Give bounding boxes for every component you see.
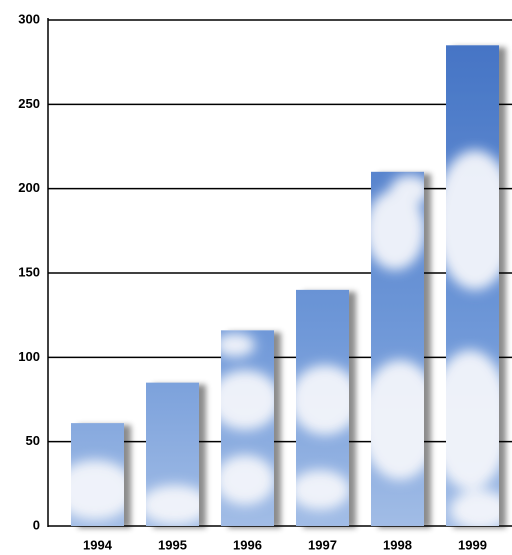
- bar: [371, 171, 424, 527]
- x-tick-label: 1995: [158, 537, 187, 552]
- x-tick-label: 1999: [458, 537, 487, 552]
- x-tick-label: 1994: [83, 537, 113, 552]
- grid: [48, 19, 512, 527]
- labels: 0 50 100 150 200 250 300 1994 1995 1996 1997 1998 19…: [18, 11, 487, 552]
- bar: [296, 289, 349, 526]
- bar: [71, 423, 124, 526]
- y-tick-label: 300: [18, 11, 40, 26]
- bars: [71, 45, 499, 527]
- y-tick-label: 0: [33, 517, 40, 532]
- y-tick-label: 150: [18, 264, 40, 279]
- x-tick-label: 1997: [308, 537, 337, 552]
- bar: [146, 382, 199, 526]
- y-tick-label: 200: [18, 180, 40, 195]
- y-tick-label: 100: [18, 349, 40, 364]
- x-tick-label: 1998: [383, 537, 412, 552]
- x-tick-label: 1996: [233, 537, 262, 552]
- bar: [446, 45, 499, 527]
- bar: [221, 330, 274, 526]
- y-tick-label: 250: [18, 96, 40, 111]
- y-tick-label: 50: [26, 433, 40, 448]
